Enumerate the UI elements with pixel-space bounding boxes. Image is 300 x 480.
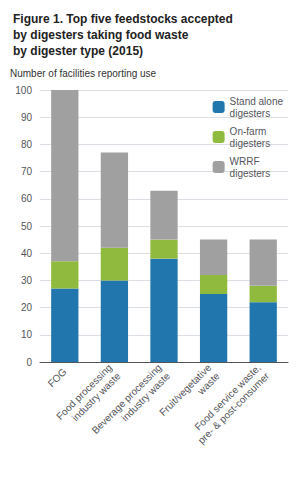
svg-text:digesters: digesters bbox=[230, 108, 271, 119]
svg-text:20: 20 bbox=[21, 302, 33, 313]
svg-text:40: 40 bbox=[21, 248, 33, 259]
svg-text:digesters: digesters bbox=[230, 168, 271, 179]
svg-text:industry waste: industry waste bbox=[119, 370, 173, 424]
svg-text:Food processing: Food processing bbox=[54, 361, 114, 422]
svg-text:30: 30 bbox=[21, 275, 33, 286]
svg-text:90: 90 bbox=[21, 112, 33, 123]
svg-text:Figure 1. Top five feedstocks: Figure 1. Top five feedstocks accepted bbox=[13, 12, 233, 26]
svg-text:100: 100 bbox=[15, 85, 32, 96]
svg-text:WRRF: WRRF bbox=[230, 156, 260, 167]
svg-text:On-farm: On-farm bbox=[230, 126, 267, 137]
svg-text:Number of facilities reporting: Number of facilities reporting use bbox=[10, 68, 157, 79]
svg-text:industry waste: industry waste bbox=[69, 370, 123, 424]
svg-text:0: 0 bbox=[26, 357, 32, 368]
svg-text:10: 10 bbox=[21, 329, 33, 340]
svg-text:70: 70 bbox=[21, 166, 33, 177]
svg-text:Fruit/vegetative: Fruit/vegetative bbox=[157, 361, 214, 418]
svg-text:FOG: FOG bbox=[46, 366, 69, 389]
svg-text:by digesters taking food waste: by digesters taking food waste bbox=[13, 28, 189, 42]
svg-text:pre- & post-consumer: pre- & post-consumer bbox=[196, 370, 272, 446]
svg-text:60: 60 bbox=[21, 193, 33, 204]
svg-text:digesters: digesters bbox=[230, 138, 271, 149]
svg-text:Beverage processing: Beverage processing bbox=[90, 362, 164, 436]
svg-text:80: 80 bbox=[21, 139, 33, 150]
svg-text:Stand alone: Stand alone bbox=[230, 96, 284, 107]
svg-text:Food service waste,: Food service waste, bbox=[192, 361, 263, 433]
svg-text:by digester type (2015): by digester type (2015) bbox=[13, 44, 143, 58]
svg-text:waste: waste bbox=[195, 370, 222, 397]
svg-text:50: 50 bbox=[21, 221, 33, 232]
